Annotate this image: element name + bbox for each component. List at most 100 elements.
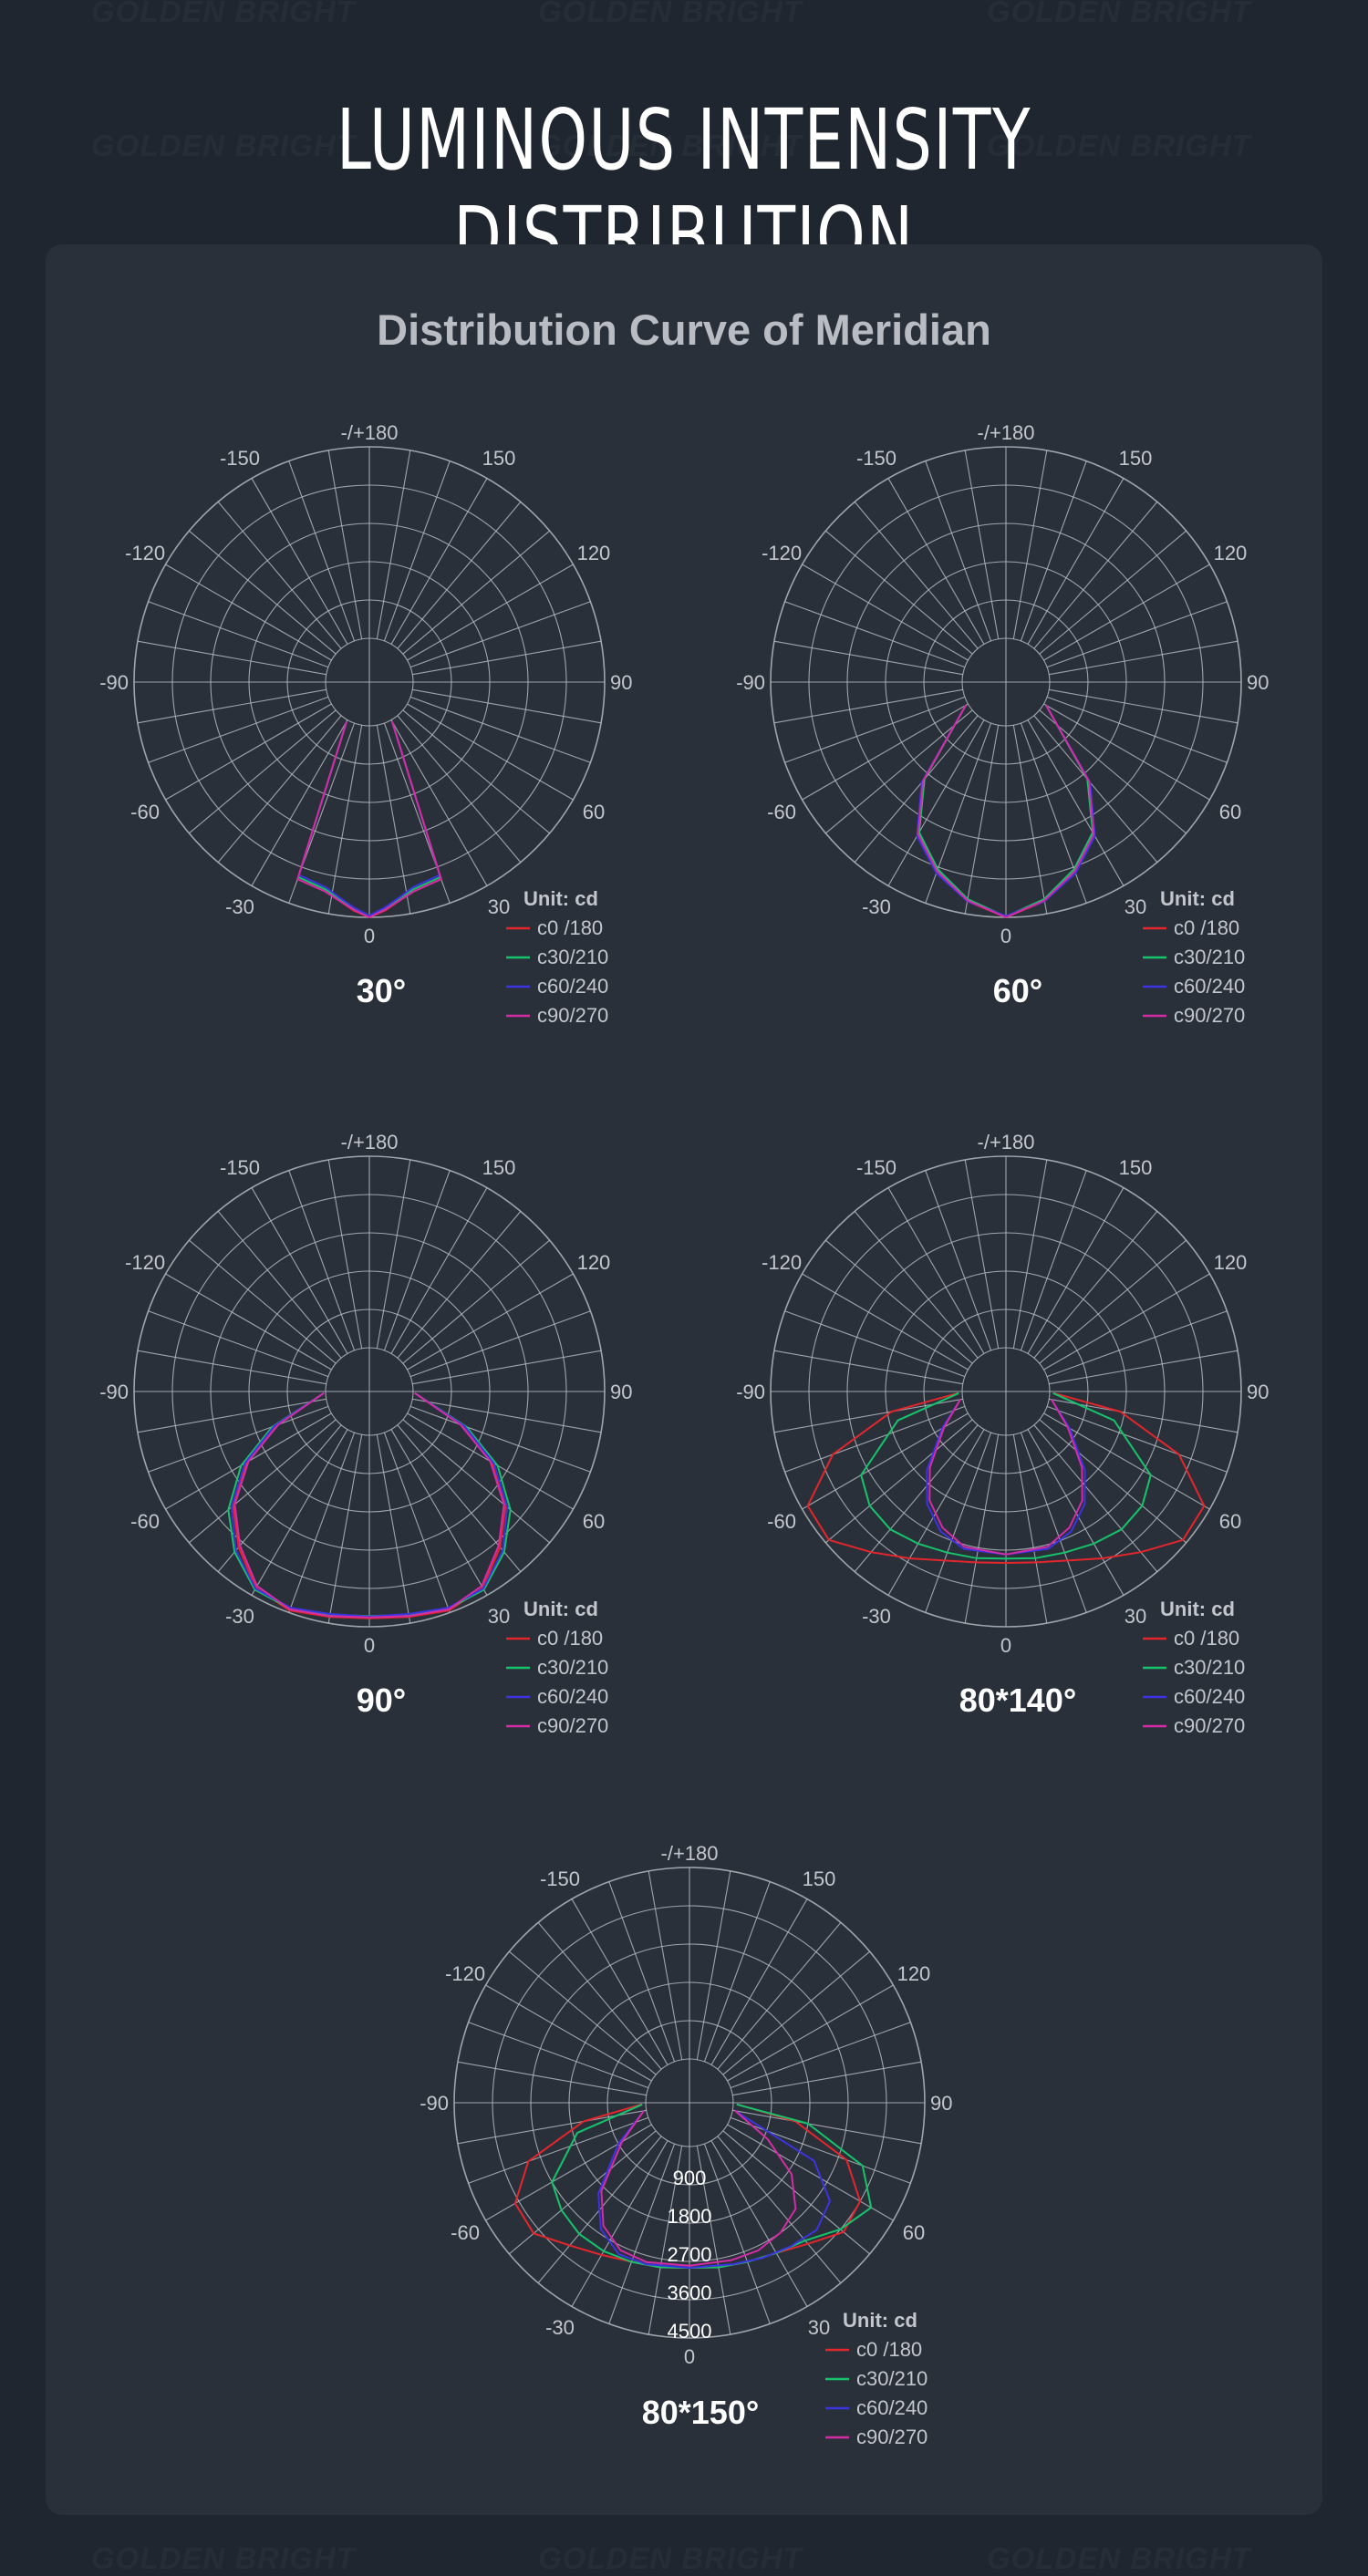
grid-spoke	[485, 1984, 652, 2082]
grid-spoke	[887, 478, 985, 645]
series-curve	[233, 1391, 505, 1619]
grid-spoke	[148, 1310, 329, 1378]
angle-label: 0	[1000, 925, 1011, 947]
grid-spoke	[376, 725, 411, 915]
angle-label: 60	[1219, 1510, 1241, 1533]
grid-spoke	[1027, 478, 1124, 645]
grid-spoke	[802, 564, 969, 661]
grid-spoke	[376, 1159, 411, 1349]
legend-label: c30/210	[1174, 946, 1245, 968]
grid-spoke	[1043, 1273, 1210, 1371]
grid-spoke	[137, 1350, 326, 1385]
angle-label: 120	[577, 542, 611, 564]
grid-spoke	[925, 460, 992, 642]
grid-spoke	[189, 709, 337, 834]
grid-spoke	[217, 502, 342, 649]
grid-spoke	[165, 564, 332, 661]
grid-spoke	[165, 703, 332, 801]
unit-label: Unit: cd	[523, 887, 598, 910]
angle-label: -90	[736, 671, 765, 694]
angle-label: -120	[125, 1251, 165, 1274]
grid-spoke	[137, 1398, 326, 1433]
grid-spoke	[402, 709, 550, 834]
angle-label: -30	[225, 895, 254, 918]
grid-spoke	[887, 1187, 985, 1354]
grid-spoke	[288, 460, 356, 642]
grid-spoke	[1020, 1432, 1087, 1613]
grid-spoke	[925, 1170, 992, 1351]
grid-spoke	[732, 2109, 922, 2145]
legend-label: c60/240	[1174, 1685, 1245, 1708]
legend-label: c30/210	[856, 2367, 928, 2390]
grid-spoke	[571, 2140, 668, 2307]
angle-label: 90	[610, 1381, 632, 1403]
grid-spoke	[1020, 1170, 1087, 1351]
grid-spoke	[964, 450, 1000, 639]
angle-label: -60	[451, 2221, 480, 2244]
grid-spoke	[854, 502, 979, 649]
grid-spoke	[717, 2136, 842, 2283]
grid-spoke	[784, 601, 966, 668]
radial-tick-label: 4500	[668, 2320, 712, 2343]
page-title: LUMINOUS INTENSITY DISTRIBUTION	[336, 91, 1032, 286]
series-curve	[917, 704, 1095, 918]
grid-spoke	[727, 2124, 894, 2221]
angle-label: 120	[897, 1962, 931, 1985]
grid-spoke	[608, 2143, 676, 2324]
series-curve	[296, 720, 442, 918]
angle-label: -150	[856, 447, 896, 470]
grid-spoke	[1033, 502, 1158, 649]
polar-chart-1: -/+180 150 120 90 60 30 0 -30 -60 -90 -120 -150 Unit…	[99, 421, 632, 1027]
legend-label: c60/240	[856, 2396, 928, 2419]
series-curve	[551, 2103, 873, 2269]
angle-label: 0	[364, 1634, 375, 1657]
series-curve	[597, 2109, 831, 2269]
grid-spoke	[390, 719, 488, 886]
grid-spoke	[703, 1881, 771, 2063]
grid-spoke	[925, 1432, 992, 1613]
grid-spoke	[730, 2116, 911, 2184]
grid-spoke	[825, 1419, 973, 1544]
grid-spoke	[165, 1273, 332, 1371]
angle-label: 0	[364, 925, 375, 947]
angle-label: 0	[1000, 1634, 1011, 1657]
grid-spoke	[1046, 696, 1228, 763]
grid-spoke	[802, 703, 969, 801]
grid-spoke	[251, 478, 348, 645]
grid-spoke	[402, 1239, 550, 1364]
grid-spoke	[137, 640, 326, 676]
angle-label: -90	[736, 1381, 765, 1403]
chart-caption: 80*140°	[959, 1681, 1077, 1719]
grid-spoke	[1043, 1412, 1210, 1510]
chart-caption: 60°	[993, 972, 1042, 1009]
angle-label: -120	[125, 542, 165, 564]
angle-label: 120	[1214, 542, 1248, 564]
grid-spoke	[1012, 1434, 1048, 1624]
angle-label: 90	[1247, 1381, 1269, 1403]
grid-spoke	[217, 1211, 342, 1359]
grid-spoke	[825, 530, 973, 655]
angle-label: 150	[803, 1867, 836, 1890]
grid-spoke	[802, 1273, 969, 1371]
angle-label: 90	[1247, 671, 1269, 694]
grid-spoke	[148, 601, 329, 668]
grid-spoke	[722, 2130, 870, 2255]
grid-spoke	[1039, 1239, 1187, 1364]
grid-spoke	[537, 1922, 662, 2070]
angle-label: -30	[225, 1605, 254, 1628]
grid-spoke	[887, 719, 985, 886]
grid-spoke	[402, 530, 550, 655]
angle-label: -60	[130, 801, 160, 823]
grid-spoke	[1012, 1159, 1048, 1349]
angle-label: -150	[856, 1156, 896, 1179]
grid-spoke	[217, 715, 342, 863]
angle-label: -120	[762, 1251, 802, 1274]
legend-label: c30/210	[1174, 1656, 1245, 1679]
grid-spoke	[390, 478, 488, 645]
grid-spoke	[1043, 703, 1210, 801]
angle-label: 150	[1119, 447, 1153, 470]
angle-label: -90	[99, 671, 129, 694]
grid-spoke	[773, 688, 963, 724]
grid-spoke	[727, 1984, 894, 2082]
grid-spoke	[412, 640, 602, 676]
